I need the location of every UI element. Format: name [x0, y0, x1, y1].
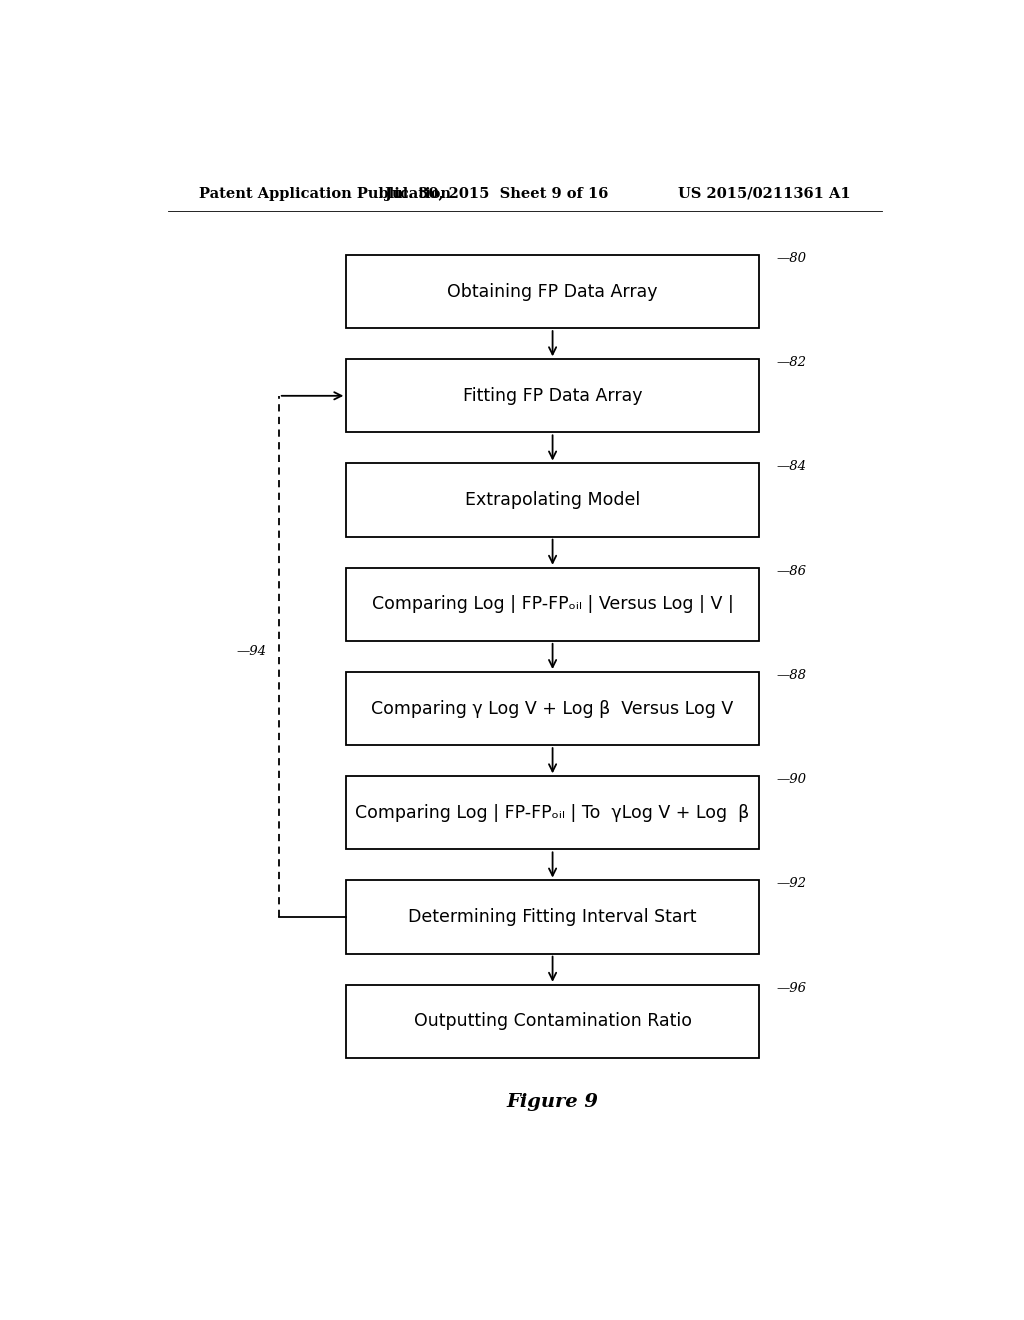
FancyBboxPatch shape	[346, 776, 759, 849]
FancyBboxPatch shape	[346, 255, 759, 329]
Text: —88: —88	[776, 669, 806, 682]
Text: Obtaining FP Data Array: Obtaining FP Data Array	[447, 282, 657, 301]
FancyBboxPatch shape	[346, 463, 759, 537]
Text: Comparing Log | FP-FPₒᵢₗ | To  γLog V + Log  β: Comparing Log | FP-FPₒᵢₗ | To γLog V + L…	[355, 804, 750, 822]
FancyBboxPatch shape	[346, 672, 759, 746]
FancyBboxPatch shape	[346, 359, 759, 433]
Text: Comparing Log | FP-FPₒᵢₗ | Versus Log | V |: Comparing Log | FP-FPₒᵢₗ | Versus Log | …	[372, 595, 733, 614]
FancyBboxPatch shape	[346, 880, 759, 953]
Text: —94: —94	[237, 645, 267, 657]
Text: Jul. 30, 2015  Sheet 9 of 16: Jul. 30, 2015 Sheet 9 of 16	[385, 187, 608, 201]
Text: Comparing γ Log V + Log β  Versus Log V: Comparing γ Log V + Log β Versus Log V	[372, 700, 734, 718]
Text: Determining Fitting Interval Start: Determining Fitting Interval Start	[409, 908, 696, 927]
Text: Patent Application Publication: Patent Application Publication	[200, 187, 452, 201]
Text: Fitting FP Data Array: Fitting FP Data Array	[463, 387, 642, 405]
Text: US 2015/0211361 A1: US 2015/0211361 A1	[678, 187, 850, 201]
Text: —90: —90	[776, 774, 806, 787]
Text: Outputting Contamination Ratio: Outputting Contamination Ratio	[414, 1012, 691, 1031]
Text: —96: —96	[776, 982, 806, 995]
Text: Figure 9: Figure 9	[507, 1093, 599, 1110]
FancyBboxPatch shape	[346, 985, 759, 1057]
Text: —82: —82	[776, 356, 806, 370]
Text: —92: —92	[776, 878, 806, 891]
Text: —86: —86	[776, 565, 806, 578]
Text: —84: —84	[776, 461, 806, 474]
Text: Extrapolating Model: Extrapolating Model	[465, 491, 640, 510]
Text: —80: —80	[776, 252, 806, 265]
FancyBboxPatch shape	[346, 568, 759, 642]
